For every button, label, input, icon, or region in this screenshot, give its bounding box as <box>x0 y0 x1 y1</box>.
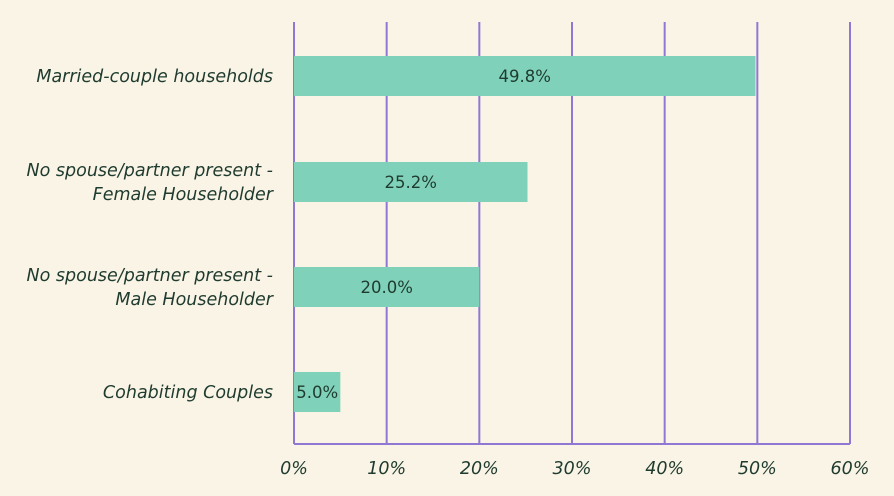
x-tick-label-2: 20% <box>460 459 499 479</box>
data-label-2: 20.0% <box>360 278 412 297</box>
x-tick-label-0: 0% <box>280 459 308 479</box>
x-tick-label-6: 60% <box>831 459 870 479</box>
category-label-1-line-0: No spouse/partner present - <box>27 161 273 181</box>
category-label-2-line-1: Male Householder <box>115 290 274 310</box>
bar-2 <box>294 267 480 307</box>
x-tick-label-5: 50% <box>738 459 777 479</box>
data-label-1: 25.2% <box>385 173 437 192</box>
bars <box>294 56 756 412</box>
x-tick-label-4: 40% <box>645 459 684 479</box>
x-tick-label-1: 10% <box>367 459 406 479</box>
bar-1 <box>294 162 528 202</box>
category-label-2-line-0: No spouse/partner present - <box>27 266 273 286</box>
x-tick-label-3: 30% <box>553 459 592 479</box>
category-label-0-line-0: Married-couple households <box>36 67 273 87</box>
bar-3 <box>294 372 341 412</box>
data-label-3: 5.0% <box>296 383 338 402</box>
category-label-1-line-1: Female Householder <box>93 185 275 205</box>
bar-0 <box>294 56 756 96</box>
labels: 0% 10% 20% 30% 40% 50% 60% 49.8% Married-couple … <box>27 67 870 479</box>
category-label-3-line-0: Cohabiting Couples <box>103 383 273 403</box>
data-label-0: 49.8% <box>499 67 551 86</box>
